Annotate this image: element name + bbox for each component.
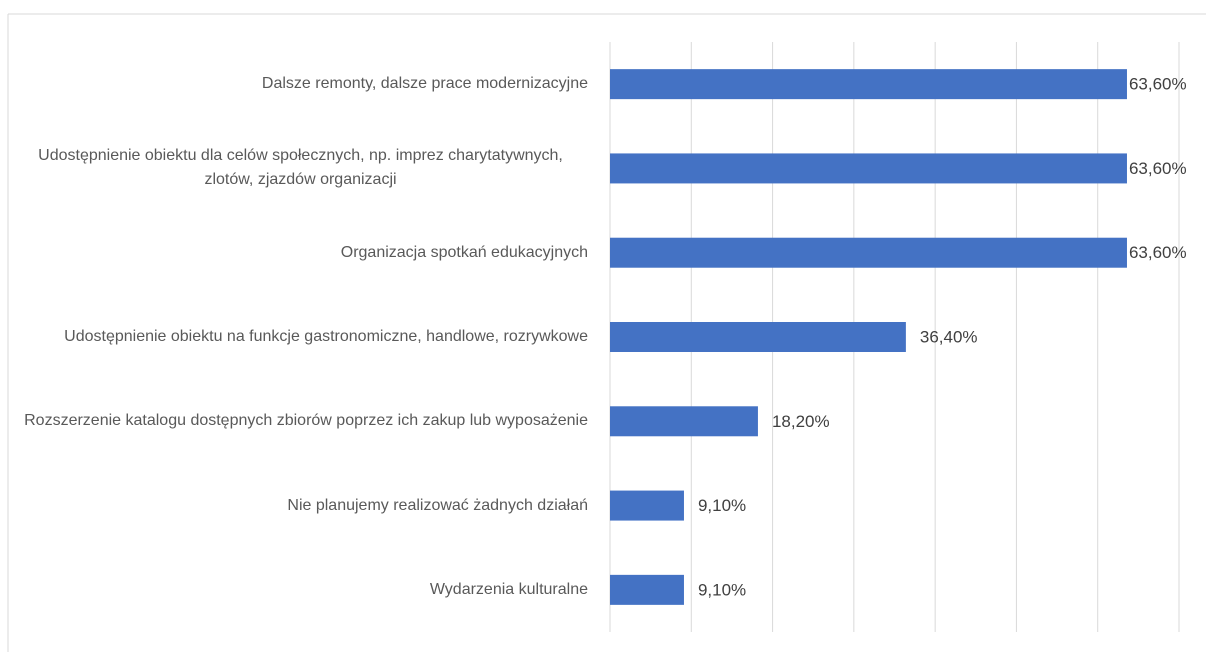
category-label-box: Dalsze remonty, dalsze prace modernizacy… (8, 54, 588, 114)
category-label-box: Udostępnienie obiektu na funkcje gastron… (8, 307, 588, 367)
data-label: 9,10% (698, 580, 746, 599)
category-label: Rozszerzenie katalogu dostępnych zbiorów… (24, 412, 588, 430)
bar (610, 406, 758, 437)
category-label: Nie planujemy realizować żadnych działań (287, 496, 588, 514)
bar (610, 69, 1127, 100)
category-label-box: Organizacja spotkań edukacyjnych (8, 223, 588, 283)
bar (610, 322, 906, 352)
category-label-box: Wydarzenia kulturalne (8, 560, 588, 620)
category-label: Organizacja spotkań edukacyjnych (340, 243, 588, 261)
category-label: Dalsze remonty, dalsze prace modernizacy… (261, 75, 588, 93)
bar (610, 153, 1127, 184)
data-label: 63,60% (1129, 159, 1187, 178)
data-label: 63,60% (1129, 243, 1187, 262)
data-label: 36,40% (920, 327, 978, 346)
category-label-box: Udostępnienie obiektu dla celów społeczn… (8, 138, 588, 198)
bar (610, 574, 684, 605)
bar (610, 237, 1127, 268)
category-label: Udostępnienie obiektu na funkcje gastron… (64, 328, 588, 345)
category-label-box: Nie planujemy realizować żadnych działań (8, 476, 588, 536)
category-label: Wydarzenia kulturalne (429, 580, 588, 598)
category-label: Udostępnienie obiektu dla celów społeczn… (38, 147, 563, 189)
bar (610, 490, 684, 521)
data-label: 63,60% (1129, 75, 1187, 94)
category-label-box: Rozszerzenie katalogu dostępnych zbiorów… (8, 391, 588, 451)
data-label: 18,20% (772, 412, 830, 431)
data-label: 9,10% (698, 496, 746, 515)
